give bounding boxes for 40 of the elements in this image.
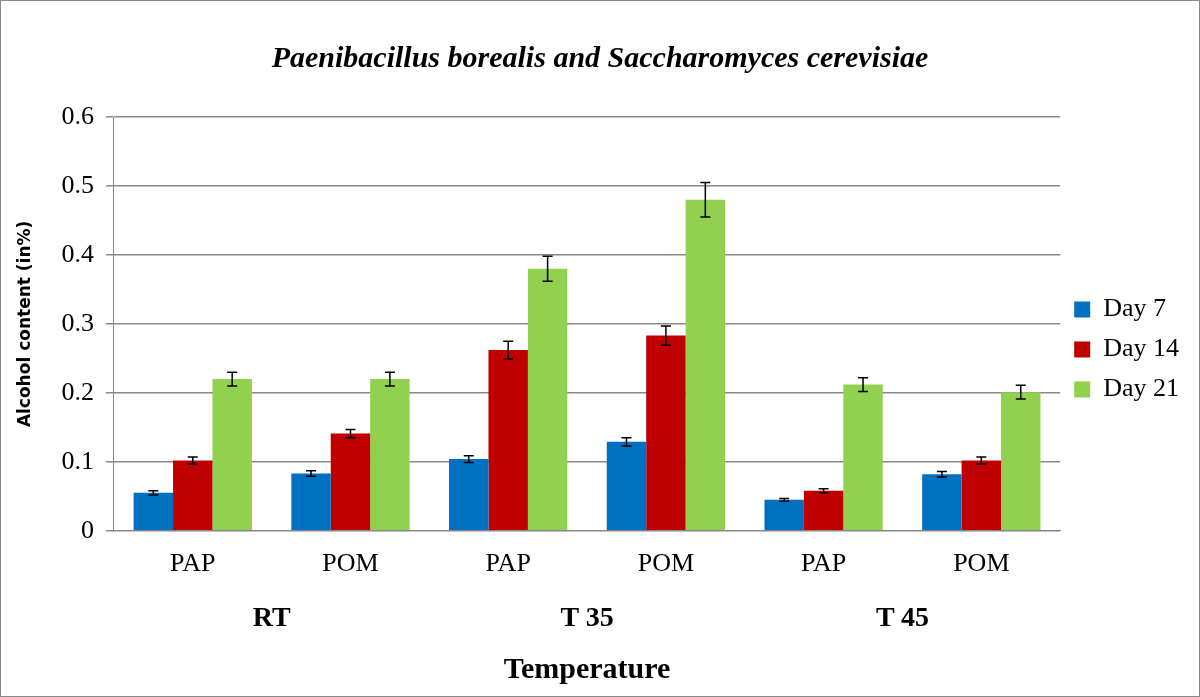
x-tick-label: POM	[322, 548, 379, 578]
bar	[212, 379, 252, 531]
x-tick-label: POM	[953, 548, 1010, 578]
y-axis-title: Alcohol content (in%)	[13, 220, 34, 428]
bar	[764, 499, 804, 531]
x-axis-title: Temperature	[503, 650, 671, 684]
bar	[173, 460, 213, 531]
bar	[370, 379, 410, 531]
text: T 45	[875, 601, 930, 633]
x-tick-label: POM	[637, 548, 695, 578]
text: RT	[252, 601, 291, 633]
y-tick-label: 0	[80, 514, 94, 544]
bar	[1001, 392, 1041, 531]
bar	[330, 433, 371, 531]
bar	[449, 459, 489, 531]
x-tick-label: PAP	[800, 548, 847, 578]
x-tick-label: PAP	[170, 548, 216, 578]
bar	[803, 490, 844, 531]
bar	[527, 268, 568, 531]
legend-label: Day 14	[1103, 333, 1180, 363]
bar	[961, 460, 1002, 531]
chart-title: Paenibacillus borealis and Saccharomyces cerevisiae	[270, 39, 929, 73]
bar	[606, 441, 647, 531]
bar	[922, 474, 962, 531]
bar	[291, 473, 331, 531]
bar	[133, 492, 174, 531]
legend-label: Day 21	[1103, 373, 1180, 403]
y-tick-label: 0.2	[61, 376, 94, 406]
y-tick-label: 0.3	[61, 307, 94, 337]
y-tick-label: 0.5	[61, 169, 94, 199]
bar	[685, 199, 726, 531]
y-tick-label: 0.1	[61, 445, 94, 475]
bar	[843, 384, 883, 531]
y-tick-label: 0.6	[61, 100, 94, 130]
y-tick-label: 0.4	[61, 238, 94, 268]
bar	[488, 350, 528, 531]
x-tick-label: PAP	[485, 548, 531, 578]
legend-label: Day 7	[1103, 293, 1167, 323]
text: T 35	[560, 601, 614, 633]
bar	[646, 335, 686, 531]
